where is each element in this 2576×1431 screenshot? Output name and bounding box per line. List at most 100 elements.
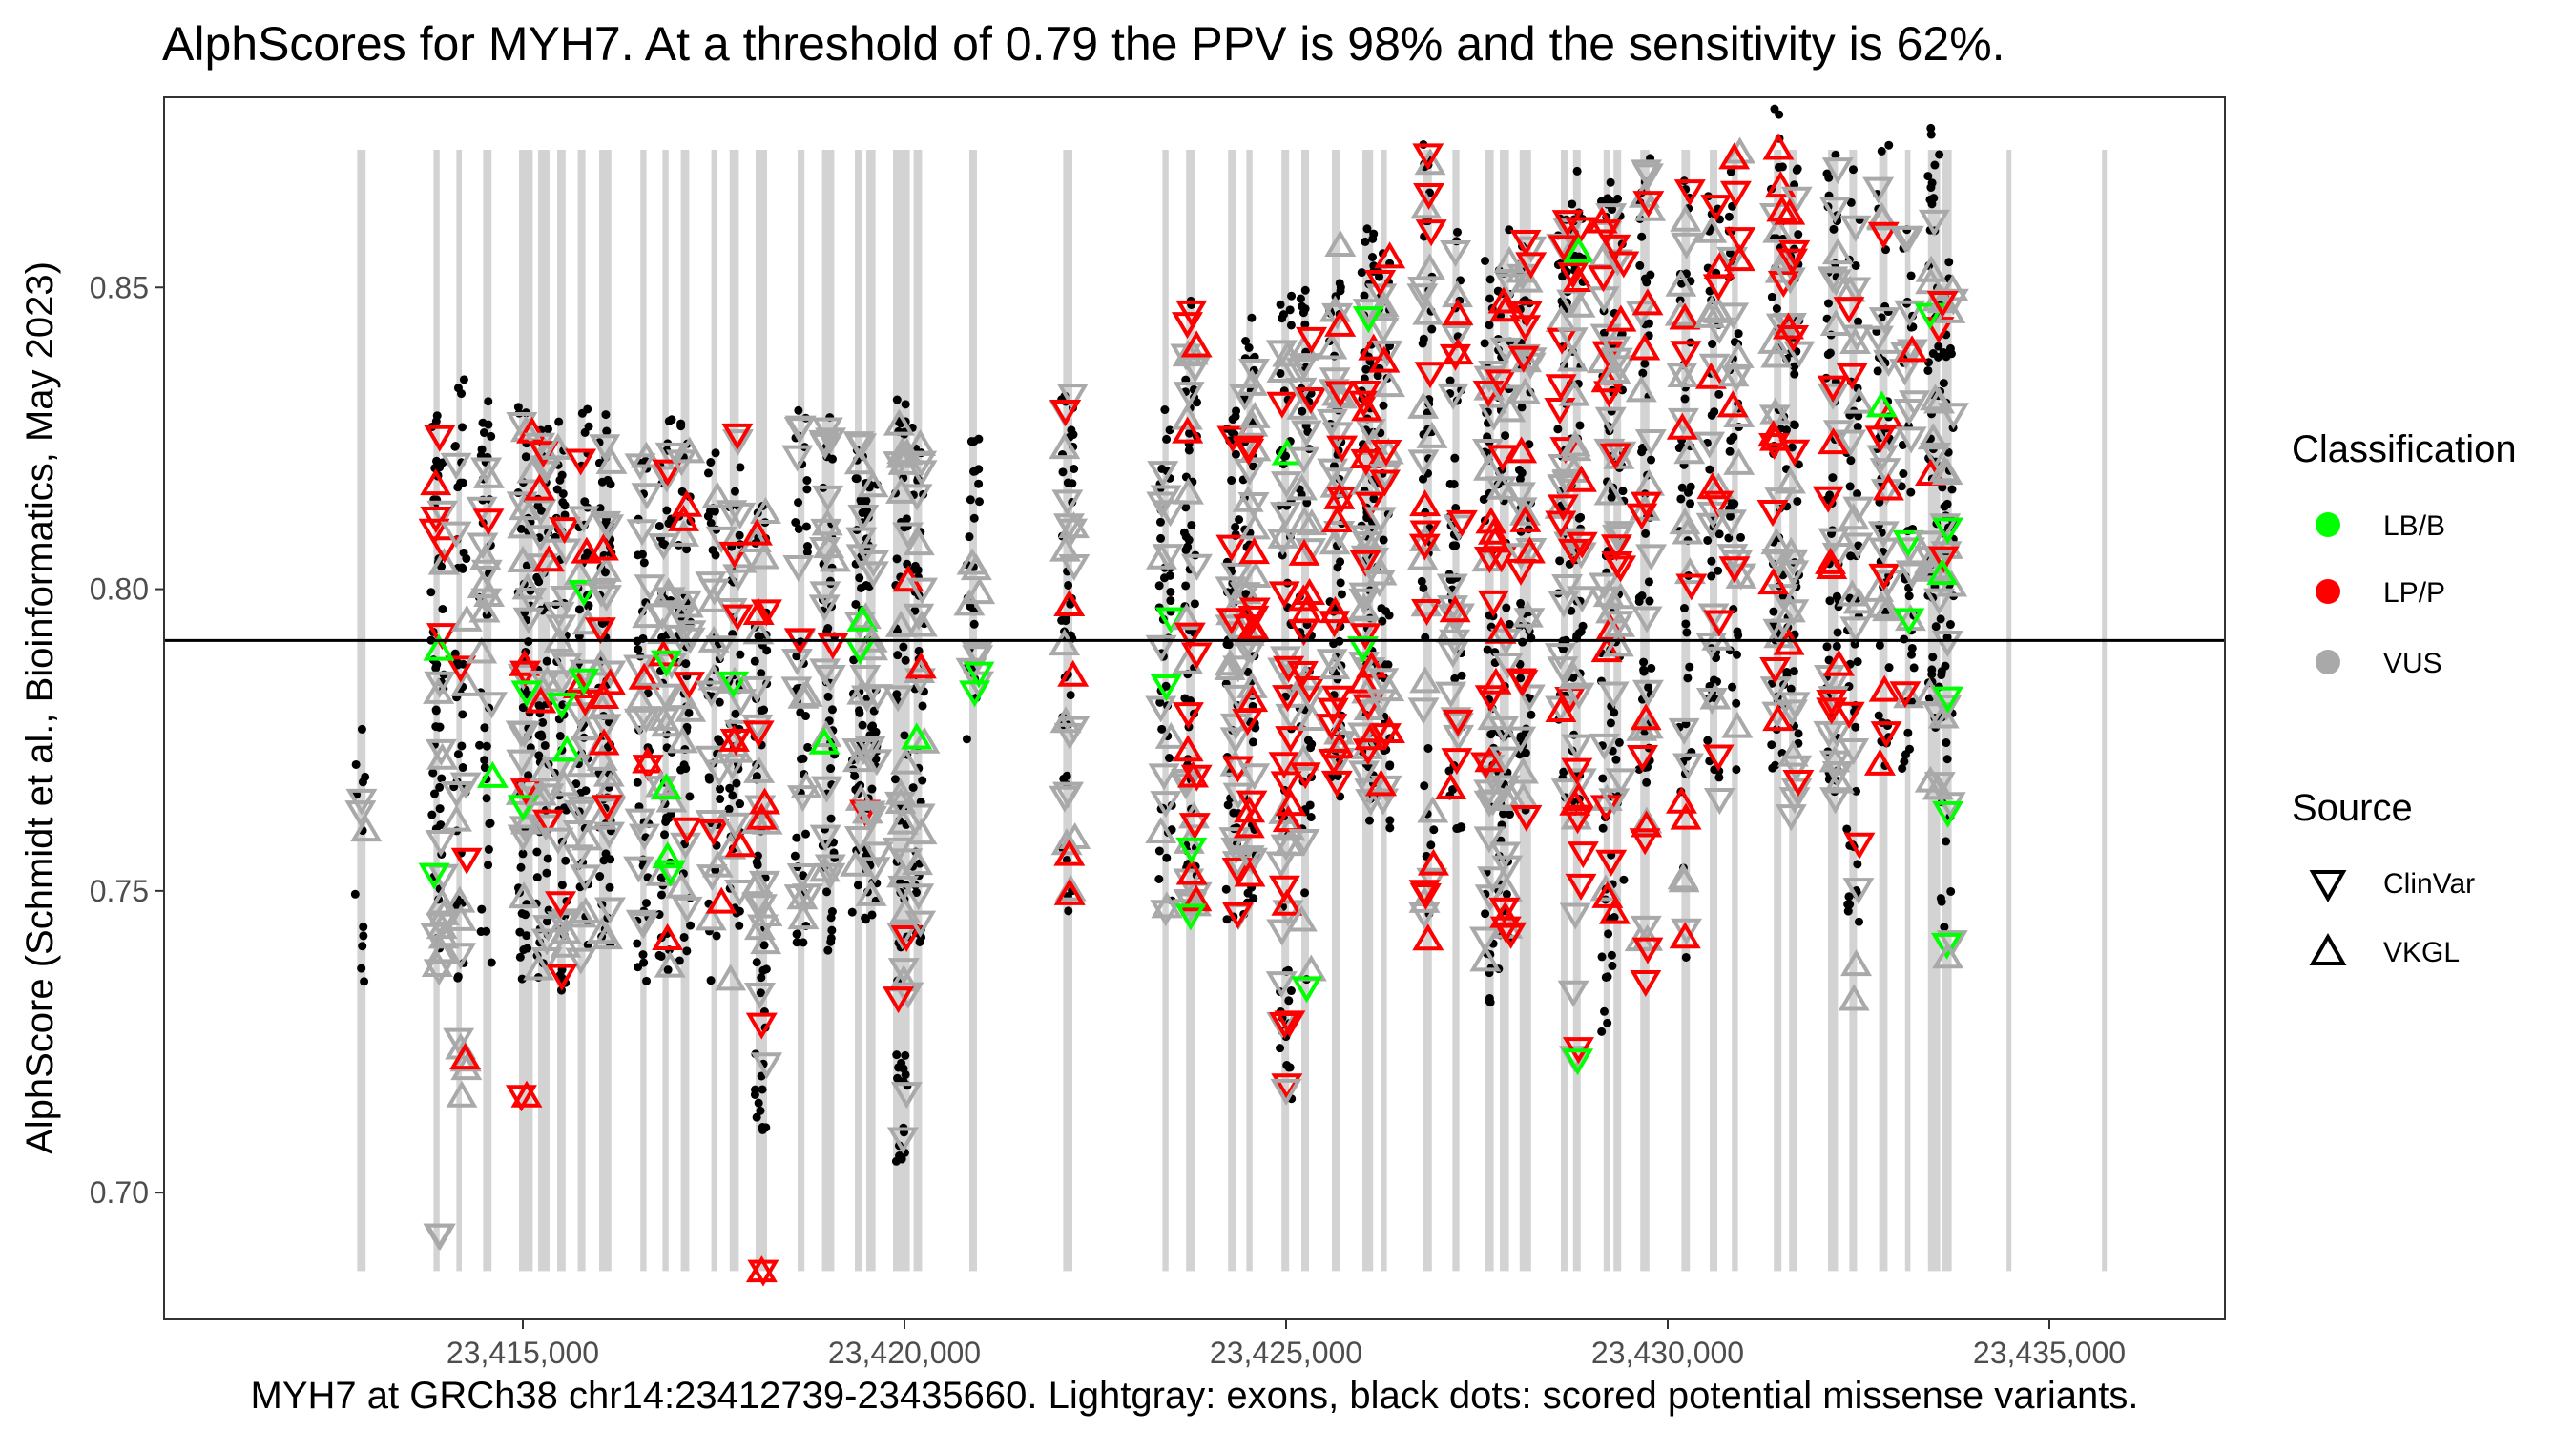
missense-dot (1639, 667, 1649, 676)
missense-dot (1527, 710, 1536, 719)
vkgl-variant (440, 804, 472, 832)
missense-dot (893, 651, 903, 660)
missense-dot (662, 813, 672, 822)
missense-dot (685, 792, 695, 801)
missense-dot (1679, 604, 1689, 613)
missense-dot (970, 467, 980, 476)
vkgl-variant (1762, 704, 1795, 732)
missense-dot (826, 933, 836, 943)
missense-dot (965, 532, 974, 542)
vkgl-variant (1757, 568, 1790, 595)
clinvar-variant (1347, 722, 1380, 750)
vkgl-variant (855, 879, 887, 906)
missense-dot (654, 950, 664, 960)
missense-dot (1070, 464, 1079, 473)
missense-dot (1634, 596, 1644, 606)
clinvar-variant (525, 499, 557, 527)
missense-dot (524, 771, 533, 780)
missense-dot (1606, 718, 1615, 728)
clinvar-variant (1415, 219, 1447, 247)
missense-dot (1944, 258, 1954, 267)
vkgl-variant (632, 746, 664, 774)
missense-dot (557, 881, 567, 890)
clinvar-variant (1892, 529, 1924, 557)
vkgl-variant (1932, 942, 1964, 969)
missense-dot (1642, 778, 1652, 787)
clinvar-variant (1486, 445, 1519, 472)
missense-dot (1848, 165, 1858, 175)
clinvar-variant (741, 714, 774, 741)
missense-dot (1843, 906, 1853, 916)
missense-dot (1931, 622, 1941, 632)
missense-dot (1450, 674, 1460, 683)
missense-dot (752, 958, 761, 967)
vkgl-variant (525, 686, 557, 714)
vkgl-variant (908, 726, 941, 754)
clinvar-variant (883, 451, 915, 479)
clinvar-variant (472, 508, 505, 536)
vkgl-variant (739, 525, 772, 553)
missense-dot (453, 750, 463, 759)
missense-dot (1286, 986, 1296, 996)
missense-dot (969, 437, 979, 446)
clinvar-variant (1485, 369, 1517, 397)
vkgl-variant (840, 849, 872, 877)
missense-dot (1904, 591, 1914, 601)
missense-dot (435, 782, 445, 792)
clinvar-variant (1267, 529, 1299, 556)
vkgl-variant (1666, 412, 1698, 440)
vkgl-variant (1926, 558, 1959, 586)
vkgl-variant (1673, 557, 1706, 585)
missense-dot (438, 605, 447, 614)
vkgl-variant (1506, 757, 1539, 784)
clinvar-variant (1348, 588, 1381, 615)
clinvar-variant (1544, 643, 1576, 671)
clinvar-variant (742, 720, 775, 748)
missense-dot (1385, 761, 1395, 771)
clinvar-variant (703, 759, 736, 787)
missense-dot (1481, 256, 1490, 265)
clinvar-variant (509, 778, 542, 806)
clinvar-variant (1364, 269, 1397, 298)
vkgl-variant (634, 659, 666, 687)
missense-dot (756, 1106, 765, 1115)
missense-dot (1845, 900, 1855, 909)
missense-dot (797, 755, 806, 764)
clinvar-variant (546, 670, 578, 697)
missense-dot (1157, 724, 1167, 734)
clinvar-variant (1150, 674, 1182, 702)
vkgl-variant (1172, 735, 1204, 762)
missense-dot (675, 956, 684, 965)
clinvar-variant (815, 427, 847, 455)
missense-dot (595, 872, 605, 881)
vkgl-variant (1053, 590, 1086, 617)
vkgl-variant (1469, 944, 1502, 972)
vkgl-variant (1410, 590, 1443, 617)
vkgl-variant (1410, 192, 1443, 219)
vkgl-variant (808, 727, 841, 755)
clinvar-variant (1870, 721, 1902, 749)
missense-dot (1607, 493, 1616, 503)
missense-dot (1417, 576, 1426, 586)
clinvar-variant (1320, 770, 1353, 798)
missense-dot (361, 772, 370, 781)
missense-dot (1235, 515, 1244, 525)
missense-dot (1874, 711, 1883, 720)
clinvar-variant (1411, 598, 1444, 626)
missense-dot (892, 554, 902, 564)
clinvar-variant (1702, 490, 1735, 518)
missense-dot (1248, 737, 1257, 747)
vkgl-variant (1762, 133, 1795, 160)
vkgl-variant (1602, 630, 1634, 657)
missense-dot (791, 518, 800, 528)
clinvar-variant (1349, 623, 1381, 651)
missense-dot (543, 854, 552, 863)
missense-dot (1611, 755, 1621, 764)
vkgl-variant (748, 542, 780, 570)
missense-dot (515, 927, 525, 937)
missense-dot (867, 910, 877, 920)
vkgl-variant (444, 885, 476, 913)
vkgl-variant (889, 896, 922, 923)
clinvar-variant (716, 500, 748, 528)
missense-dot (1709, 675, 1718, 685)
